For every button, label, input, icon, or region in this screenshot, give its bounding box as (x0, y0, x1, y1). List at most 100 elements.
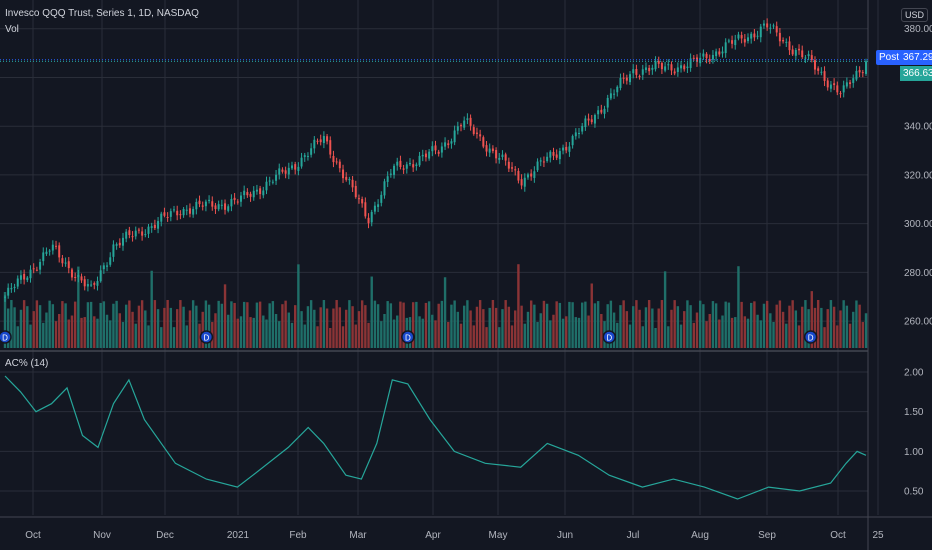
volume-bar (290, 322, 294, 348)
volume-bar (816, 300, 820, 348)
volume-bar (494, 307, 498, 348)
candle-body (766, 23, 769, 28)
candle-body (338, 161, 341, 169)
candle-body (393, 165, 396, 175)
dividend-marker[interactable]: D (602, 330, 616, 344)
volume-bar (520, 305, 523, 348)
volume-bar (628, 324, 632, 348)
volume-bar (705, 321, 708, 348)
volume-bar (376, 304, 380, 348)
volume-bar (297, 264, 300, 348)
dividend-letter: D (2, 334, 8, 343)
candle-body (651, 67, 654, 70)
candle-body (778, 32, 781, 42)
candle-body (641, 69, 644, 75)
candle-body (70, 269, 73, 278)
volume-bar (16, 326, 19, 348)
volume-bar (73, 301, 77, 348)
currency-button[interactable]: USD (900, 8, 928, 22)
dividend-letter: D (606, 334, 612, 343)
candle-body (699, 57, 702, 64)
dividend-marker[interactable]: D (803, 330, 818, 344)
candle-body (625, 77, 628, 81)
price-tick-label: 320.00 (904, 170, 932, 181)
candle-body (740, 35, 743, 39)
candle-body (13, 286, 16, 288)
volume-bar (692, 322, 695, 348)
candle-body (4, 296, 6, 298)
candle-body (415, 164, 418, 167)
candle-body (629, 74, 632, 83)
volume-bar (32, 311, 35, 348)
volume-bar (788, 305, 791, 348)
candle-body (813, 60, 816, 70)
volume-bar (561, 318, 565, 348)
candle-body (689, 58, 692, 69)
volume-bar (606, 304, 609, 348)
volume-bar (622, 300, 625, 348)
candle-body (670, 64, 673, 71)
candle-body (249, 193, 252, 197)
candle-body (252, 190, 255, 198)
candle-body (839, 93, 842, 95)
volume-bar (335, 300, 338, 348)
volume-bar (523, 323, 526, 348)
candle-body (373, 205, 376, 212)
candle-body (55, 245, 58, 247)
volume-bar (182, 306, 185, 348)
candle-body (747, 37, 750, 42)
candle-body (125, 231, 128, 239)
candle-body (51, 244, 54, 251)
candle-body (587, 118, 590, 121)
volume-bar (102, 301, 106, 348)
candle-body (546, 156, 549, 162)
candle-body (367, 217, 370, 224)
volume-bar (227, 314, 230, 348)
candle-body (501, 154, 504, 158)
volume-bar (730, 317, 734, 348)
candle-body (214, 205, 217, 210)
volume-bar (558, 302, 562, 348)
candle-body (351, 179, 354, 188)
candle-body (109, 257, 112, 265)
candle-body (482, 137, 485, 147)
time-axis[interactable]: Oct Nov Dec 2021 Feb Mar Apr May Jun Jul Aug Sep Oct… (25, 530, 884, 541)
candle-body (609, 93, 612, 99)
volume-bar (246, 302, 249, 348)
volume-bar (278, 321, 281, 348)
candle-body (16, 278, 19, 287)
candle-body (364, 202, 367, 217)
volume-bar (434, 320, 437, 348)
candle-body (456, 126, 459, 131)
volume-bar (169, 307, 173, 348)
volume-bar (864, 313, 868, 348)
dividend-marker[interactable]: D (199, 330, 214, 344)
candle-body (74, 276, 77, 278)
candle-body (836, 85, 839, 93)
time-tick-label: 2021 (227, 530, 250, 541)
candle-body (278, 168, 281, 175)
candle-body (826, 80, 829, 88)
volume-bar (411, 302, 415, 348)
volume-bar (322, 300, 326, 348)
volume-bar (396, 315, 399, 348)
candle-body (453, 130, 456, 143)
volume-bar (545, 303, 549, 348)
price-axis[interactable]: 380.00360.00340.00320.00300.00280.00260.… (904, 24, 932, 497)
candle-body (326, 136, 329, 142)
candle-body (817, 68, 820, 71)
candle-body (77, 274, 80, 278)
volume-bar (147, 325, 150, 348)
candle-body (530, 173, 533, 177)
dividend-marker[interactable]: D (401, 330, 415, 344)
candle-body (402, 168, 405, 170)
volume-bar (67, 319, 70, 348)
time-tick-label: May (489, 530, 508, 541)
candle-body (558, 151, 561, 160)
volume-bar (797, 325, 801, 348)
candle-body (823, 71, 826, 81)
dividend-marker[interactable]: D (0, 330, 12, 344)
volume-bar (364, 305, 367, 348)
